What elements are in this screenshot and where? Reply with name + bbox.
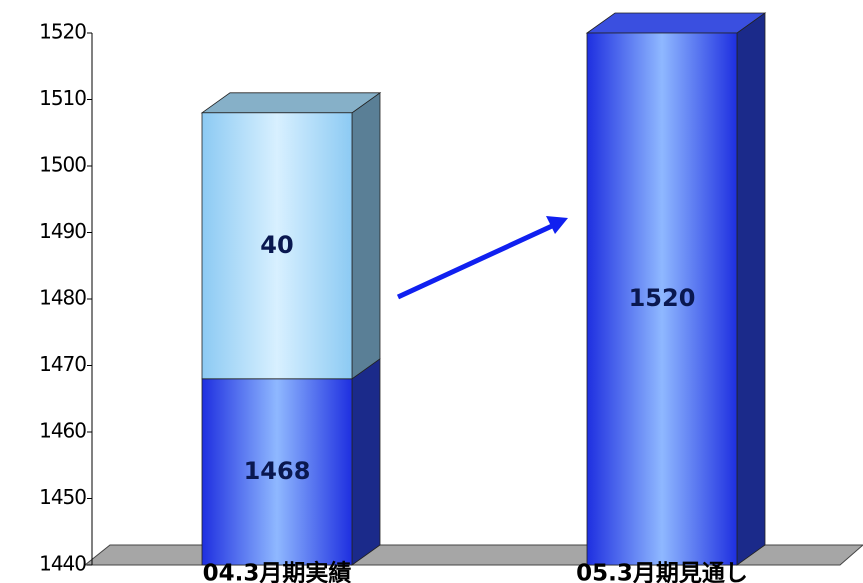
bar <box>201 378 353 566</box>
arrow-head <box>546 216 568 234</box>
bar-side <box>351 92 381 380</box>
y-tick-label: 1490 <box>39 219 86 243</box>
y-tick-label: 1520 <box>39 20 86 44</box>
bar <box>201 112 353 380</box>
bar-side <box>736 12 766 566</box>
y-tick-label: 1500 <box>39 153 86 177</box>
data-label: 1468 <box>244 457 311 485</box>
bar <box>586 32 738 566</box>
y-tick-label: 1460 <box>39 419 86 443</box>
x-tick-label: 05.3月期見通し <box>576 561 748 583</box>
arrow-shaft <box>396 223 554 300</box>
y-tick-label: 1480 <box>39 286 86 310</box>
data-label: 40 <box>260 231 293 259</box>
y-tick-label: 1450 <box>39 485 86 509</box>
bar-top <box>585 12 767 34</box>
bar-top <box>200 92 382 114</box>
y-tick-label: 1440 <box>39 552 86 576</box>
y-tick-label: 1510 <box>39 86 86 110</box>
x-tick-label: 04.3月期実績 <box>203 560 352 583</box>
y-tick-label: 1470 <box>39 352 86 376</box>
data-label: 1520 <box>629 284 696 312</box>
bar-side <box>351 358 381 566</box>
